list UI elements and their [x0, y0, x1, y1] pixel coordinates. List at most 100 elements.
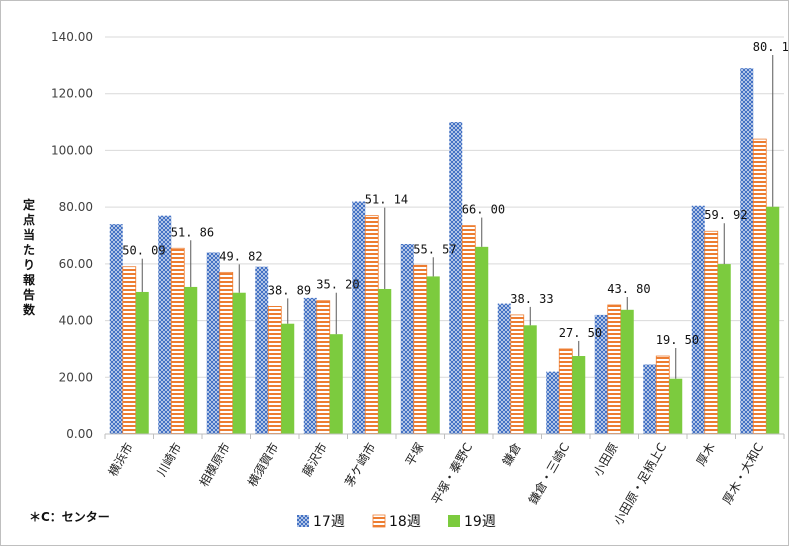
bar-3	[184, 286, 198, 434]
legend-label: 19週	[464, 514, 496, 530]
data-label: 35. 20	[316, 278, 359, 292]
x-tick-label: 厚木	[694, 441, 718, 469]
footnote: ＊C：センター	[29, 510, 110, 524]
data-labels: 50. 09 51. 86 49. 82 38. 89 35. 20 51. 14 55. …	[122, 40, 789, 347]
y-axis-title-char: 当	[23, 227, 35, 242]
bar-2	[122, 266, 137, 435]
y-tick-label: 140.00	[51, 30, 93, 44]
bar-2	[558, 348, 573, 435]
bar-3	[620, 309, 634, 434]
bar-3	[475, 246, 489, 434]
bar-2	[704, 230, 719, 435]
data-label: 27. 50	[559, 326, 602, 340]
x-tick-label: 鎌倉・三崎C	[525, 440, 572, 507]
bar-2	[655, 355, 670, 435]
data-label: 55. 57	[413, 242, 456, 256]
data-label: 59. 92	[704, 208, 747, 222]
legend-label: 18週	[389, 514, 421, 530]
x-tick-label: 平塚・秦野C	[429, 441, 475, 507]
y-axis-title-char: 定	[23, 197, 35, 212]
y-tick-label: 60.00	[59, 257, 93, 271]
data-label: 38. 89	[268, 283, 311, 297]
x-tick-label: 相模原市	[196, 440, 233, 489]
bar-1	[546, 371, 560, 434]
legend-swatch	[372, 514, 386, 528]
y-axis-title-char: た	[23, 243, 35, 257]
y-axis-title-char: 報	[23, 272, 36, 287]
bar-1	[255, 266, 269, 434]
data-label: 19. 50	[656, 333, 699, 347]
legend-swatch	[297, 515, 309, 527]
x-tick-label: 茅ケ崎市	[341, 440, 378, 489]
leader-lines	[141, 55, 774, 379]
bar-2	[364, 215, 379, 435]
bar-3	[669, 378, 683, 434]
y-tick-label: 120.00	[51, 87, 93, 101]
bar-3	[523, 325, 537, 434]
bar-2	[510, 314, 525, 435]
y-tick-label: 40.00	[59, 314, 93, 328]
bar-3	[572, 356, 586, 434]
bar-3	[281, 323, 295, 434]
y-axis-title-char: り	[23, 258, 35, 272]
bar-2	[607, 304, 622, 435]
bar-2	[413, 264, 428, 435]
bars	[109, 68, 780, 435]
legend-swatch	[448, 515, 460, 527]
bar-2	[267, 305, 282, 435]
bar-3	[135, 291, 149, 434]
x-tick-label: 藤沢市	[299, 440, 330, 479]
data-label: 80. 14	[753, 40, 789, 54]
data-label: 49. 82	[219, 249, 262, 263]
data-label: 38. 33	[510, 292, 553, 306]
bar-1	[691, 205, 705, 434]
y-axis-title-char: 数	[23, 302, 36, 317]
bar-1	[497, 303, 511, 434]
data-label: 50. 09	[122, 244, 165, 258]
bar-1	[352, 201, 366, 434]
data-label: 51. 14	[365, 193, 408, 207]
y-axis-title-char: 告	[23, 287, 35, 302]
x-tick-label: 横浜市	[105, 440, 136, 479]
y-tick-label: 20.00	[59, 370, 93, 384]
bar-1	[449, 122, 463, 435]
bar-1	[109, 224, 123, 434]
bar-3	[426, 276, 440, 434]
bar-1	[303, 297, 317, 434]
bar-1	[158, 215, 172, 434]
x-tick-label: 小田原・足柄上C	[611, 441, 669, 528]
y-tick-label: 80.00	[59, 200, 93, 214]
bar-3	[717, 264, 731, 434]
x-tick-label: 小田原	[591, 441, 621, 479]
y-axis-title-char: 点	[23, 212, 35, 227]
x-tick-label: 平塚	[403, 441, 427, 469]
y-tick-label: 100.00	[51, 143, 93, 157]
bar-2	[316, 300, 331, 435]
x-tick-label: 川崎市	[153, 440, 184, 479]
bar-1	[594, 314, 608, 434]
x-tick-label: 横須賀市	[244, 440, 281, 489]
data-label: 43. 80	[607, 282, 650, 296]
x-tick-label: 厚木・大和C	[720, 441, 766, 507]
bar-2	[170, 247, 185, 435]
bar-1	[740, 68, 754, 434]
bar-2	[219, 271, 234, 435]
bar-1	[206, 252, 220, 434]
bar-2	[752, 138, 767, 435]
bar-3	[766, 206, 780, 434]
bar-2	[461, 225, 476, 435]
y-axis-title: 定点当たり報告数	[23, 197, 36, 317]
data-label: 51. 86	[171, 225, 214, 239]
bar-1	[400, 244, 414, 434]
bar-3	[232, 292, 246, 434]
y-tick-label: 0.00	[66, 427, 93, 441]
x-tick-label: 鎌倉	[499, 440, 524, 468]
bar-3	[329, 334, 343, 434]
legend-label: 17週	[313, 514, 345, 530]
bar-1	[643, 364, 657, 434]
bar-3	[378, 288, 392, 434]
data-label: 66. 00	[462, 203, 505, 217]
legend: 17週 18週 19週	[297, 514, 496, 530]
